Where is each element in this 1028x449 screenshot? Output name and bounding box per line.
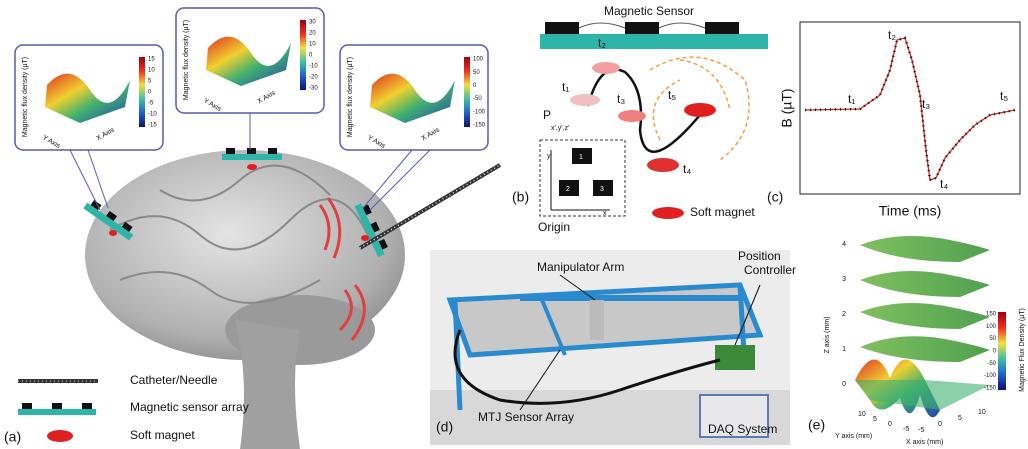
colorbar-label: Magnetic Flux Density (µT) xyxy=(1019,308,1026,392)
colorbar-tick: 100 xyxy=(473,57,484,63)
point-label: t₃ xyxy=(617,92,625,106)
legend-text: Magnetic sensor array xyxy=(130,400,249,414)
callout: MTJ Sensor Array xyxy=(478,410,574,424)
x-axis-label: Time (ms) xyxy=(879,203,941,219)
colorbar-tick: 50 xyxy=(473,70,480,76)
colorbar xyxy=(300,20,306,90)
panel-d: Manipulator Arm Position Controller MTJ … xyxy=(430,249,796,445)
colorbar-tick: -10 xyxy=(148,112,157,118)
panel-label: (e) xyxy=(808,417,825,433)
point-coords: x',y',z' xyxy=(551,125,569,132)
plot-frame xyxy=(800,22,1020,194)
z-tick: 0 xyxy=(842,381,846,388)
z-axis-label: Magnetic flux density (µT) xyxy=(22,57,29,137)
y-tick: 10 xyxy=(858,411,866,418)
panel-label: (c) xyxy=(767,189,783,205)
magnet xyxy=(361,235,369,241)
point-label: t₂ xyxy=(888,28,896,42)
colorbar-tick: -50 xyxy=(987,361,996,367)
x-tick: 0 xyxy=(938,421,942,428)
x-tick: 10 xyxy=(978,409,986,416)
brainstem xyxy=(235,320,300,449)
surface-plot: Magnetic flux density (µT)Y AxisX Axis30… xyxy=(176,8,324,113)
colorbar-tick: -150 xyxy=(473,123,486,129)
z-tick: 4 xyxy=(842,241,846,248)
panel-c: t₁ t₂ t₃ t₄ t₅ B (µT) Time (ms) (c) xyxy=(767,22,1020,219)
legend-text: Soft magnet xyxy=(130,428,195,442)
point-label: t₅ xyxy=(668,88,676,102)
y-tick: 0 xyxy=(888,421,892,428)
panel-label: (d) xyxy=(436,419,453,435)
colorbar-tick: 20 xyxy=(309,31,316,37)
axis-label: x xyxy=(603,210,607,217)
callout: Manipulator Arm xyxy=(537,260,624,274)
colorbar-tick: 50 xyxy=(989,336,996,342)
colorbar-tick: 15 xyxy=(148,57,155,63)
colorbar-tick: 10 xyxy=(309,42,316,48)
colorbar-tick: 100 xyxy=(986,324,997,330)
legend-text: Catheter/Needle xyxy=(130,373,218,387)
point-label: t₅ xyxy=(1000,89,1008,103)
x-tick: -5 xyxy=(918,427,924,434)
colorbar-tick: 10 xyxy=(148,68,155,74)
y-axis-label: B (µT) xyxy=(779,88,795,127)
colorbar-tick: 30 xyxy=(309,20,316,26)
callout: DAQ System xyxy=(708,422,777,436)
legend: Catheter/Needle Magnetic sensor array So… xyxy=(18,373,249,442)
colorbar-tick: -15 xyxy=(148,123,157,129)
panel-label: (a) xyxy=(4,429,21,445)
z-tick: 2 xyxy=(842,311,846,318)
z-axis-label: Magnetic flux density (µT) xyxy=(347,57,354,137)
magnet xyxy=(247,164,257,170)
point-label: t₁ xyxy=(848,92,855,106)
point-name: P xyxy=(543,108,551,122)
figure: Magnetic flux density (µT)Y AxisX Axis15… xyxy=(0,0,1028,449)
x-axis-label: X axis (mm) xyxy=(906,439,943,446)
sensor-title: Magnetic Sensor xyxy=(604,4,694,18)
point-label: t₂ xyxy=(598,36,606,50)
point-label: t₁ xyxy=(562,80,569,94)
colorbar-tick: 150 xyxy=(986,312,997,318)
axis-label: y xyxy=(547,153,551,160)
x-tick: 5 xyxy=(958,415,962,422)
point-label: t₄ xyxy=(940,177,948,191)
signal-curve xyxy=(805,38,1015,180)
y-tick: 5 xyxy=(873,416,877,423)
panel-e: Z axis (mm) X axis (mm) Y axis (mm) Magn… xyxy=(808,236,1026,446)
chip-label: 2 xyxy=(566,186,570,193)
colorbar-tick: -100 xyxy=(473,109,486,115)
z-axis-label: Magnetic flux density (µT) xyxy=(183,20,190,100)
z-axis-label: Z axis (mm) xyxy=(824,317,831,354)
colorbar-tick: -10 xyxy=(309,64,318,70)
chip-label: 1 xyxy=(579,154,583,161)
point-label: t₄ xyxy=(683,162,691,176)
y-axis-label: Y axis (mm) xyxy=(835,433,872,440)
magnet-legend: Soft magnet xyxy=(690,205,755,219)
trajectory xyxy=(588,70,700,152)
z-tick: 3 xyxy=(842,276,846,283)
chip-label: 3 xyxy=(600,186,604,193)
panel-label: (b) xyxy=(512,189,529,205)
y-tick: -5 xyxy=(903,426,909,433)
colorbar xyxy=(139,57,145,127)
panel-b: Magnetic Sensor t₁ t₂ t₃ t₄ t₅ P x',y',z… xyxy=(512,4,768,234)
magnet xyxy=(109,230,117,236)
colorbar-tick: -5 xyxy=(148,101,154,107)
colorbar-tick: -150 xyxy=(984,386,997,392)
z-tick: 1 xyxy=(842,346,846,353)
colorbar-tick: -20 xyxy=(309,75,318,81)
colorbar xyxy=(464,57,470,127)
sensor-array-top xyxy=(222,148,282,160)
colorbar-tick: -50 xyxy=(473,96,482,102)
surface-plot: Magnetic flux density (µT)Y AxisX Axis15… xyxy=(15,45,163,150)
point-label: t₃ xyxy=(922,97,930,111)
colorbar-tick: -100 xyxy=(984,373,997,379)
origin-label: Origin xyxy=(538,220,570,234)
colorbar-tick: 0 xyxy=(993,349,997,355)
colorbar-tick: -30 xyxy=(309,86,318,92)
